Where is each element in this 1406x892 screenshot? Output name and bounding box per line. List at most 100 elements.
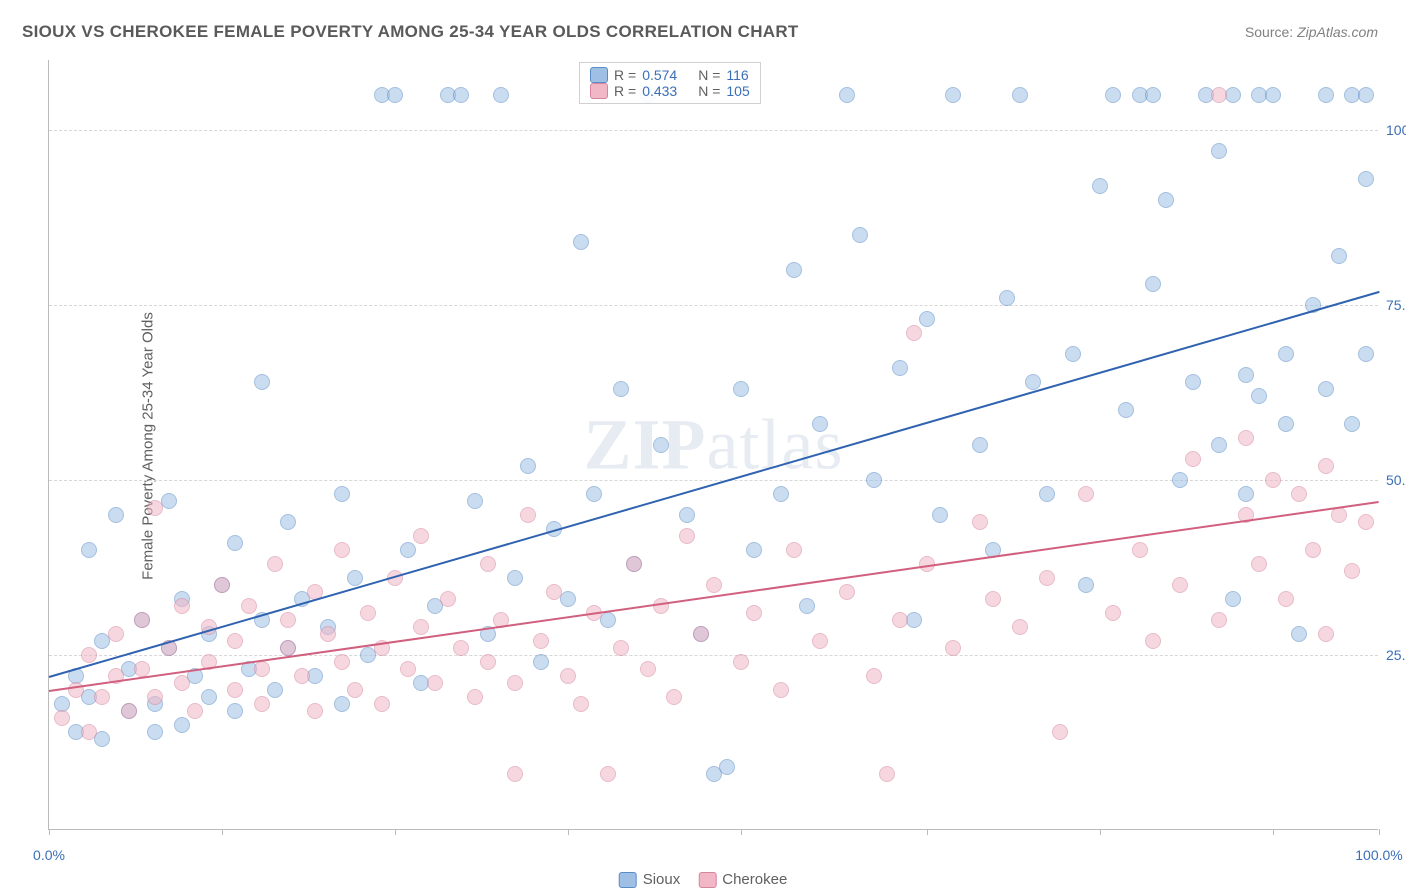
data-point [334, 654, 350, 670]
data-point [945, 640, 961, 656]
data-point [108, 626, 124, 642]
data-point [1358, 346, 1374, 362]
data-point [1185, 374, 1201, 390]
data-point [453, 640, 469, 656]
stats-legend-row: R =0.433N =105 [590, 83, 750, 99]
data-point [320, 626, 336, 642]
data-point [267, 682, 283, 698]
x-tick [927, 829, 928, 835]
data-point [1238, 367, 1254, 383]
data-point [1278, 416, 1294, 432]
data-point [799, 598, 815, 614]
data-point [387, 87, 403, 103]
data-point [1105, 87, 1121, 103]
data-point [1172, 472, 1188, 488]
data-point [1012, 619, 1028, 635]
data-point [533, 633, 549, 649]
data-point [201, 689, 217, 705]
data-point [400, 542, 416, 558]
chart-plot-area: ZIPatlas 25.0%50.0%75.0%100.0%0.0%100.0%… [48, 60, 1378, 830]
data-point [839, 584, 855, 600]
x-tick [1100, 829, 1101, 835]
data-point [945, 87, 961, 103]
stats-N-value: 116 [726, 67, 748, 83]
data-point [533, 654, 549, 670]
data-point [54, 710, 70, 726]
data-point [467, 493, 483, 509]
data-point [573, 696, 589, 712]
data-point [507, 675, 523, 691]
data-point [413, 528, 429, 544]
data-point [600, 766, 616, 782]
data-point [1265, 472, 1281, 488]
data-point [932, 507, 948, 523]
data-point [985, 591, 1001, 607]
bottom-legend: Sioux Cherokee [619, 871, 788, 888]
data-point [147, 500, 163, 516]
data-point [839, 87, 855, 103]
data-point [786, 262, 802, 278]
data-point [1358, 171, 1374, 187]
data-point [374, 696, 390, 712]
data-point [1211, 143, 1227, 159]
legend-label-cherokee: Cherokee [722, 871, 787, 888]
x-tick [395, 829, 396, 835]
data-point [852, 227, 868, 243]
data-point [1025, 374, 1041, 390]
data-point [693, 626, 709, 642]
data-point [1012, 87, 1028, 103]
data-point [493, 87, 509, 103]
data-point [879, 766, 895, 782]
data-point [1291, 486, 1307, 502]
source-value: ZipAtlas.com [1297, 24, 1378, 40]
data-point [467, 689, 483, 705]
data-point [866, 472, 882, 488]
data-point [147, 724, 163, 740]
swatch-icon [590, 83, 608, 99]
data-point [1318, 458, 1334, 474]
data-point [174, 598, 190, 614]
data-point [227, 682, 243, 698]
data-point [174, 717, 190, 733]
data-point [1105, 605, 1121, 621]
data-point [480, 654, 496, 670]
data-point [227, 633, 243, 649]
data-point [1172, 577, 1188, 593]
data-point [1145, 276, 1161, 292]
x-tick-label-left: 0.0% [33, 847, 65, 863]
data-point [121, 703, 137, 719]
data-point [307, 703, 323, 719]
data-point [1344, 416, 1360, 432]
source-attribution: Source: ZipAtlas.com [1245, 24, 1378, 40]
data-point [440, 591, 456, 607]
data-point [746, 605, 762, 621]
data-point [453, 87, 469, 103]
data-point [679, 528, 695, 544]
data-point [267, 556, 283, 572]
data-point [294, 668, 310, 684]
data-point [719, 759, 735, 775]
data-point [892, 612, 908, 628]
gridline [49, 130, 1378, 131]
data-point [812, 416, 828, 432]
data-point [999, 290, 1015, 306]
data-point [653, 437, 669, 453]
data-point [1158, 192, 1174, 208]
x-tick-label-right: 100.0% [1355, 847, 1402, 863]
trend-line [49, 501, 1379, 692]
data-point [613, 640, 629, 656]
data-point [334, 486, 350, 502]
data-point [706, 577, 722, 593]
y-tick-label: 50.0% [1380, 472, 1406, 488]
data-point [254, 661, 270, 677]
data-point [746, 542, 762, 558]
data-point [626, 556, 642, 572]
data-point [1318, 626, 1334, 642]
data-point [507, 570, 523, 586]
data-point [134, 612, 150, 628]
data-point [507, 766, 523, 782]
data-point [1305, 542, 1321, 558]
legend-label-sioux: Sioux [643, 871, 681, 888]
data-point [586, 486, 602, 502]
data-point [254, 696, 270, 712]
